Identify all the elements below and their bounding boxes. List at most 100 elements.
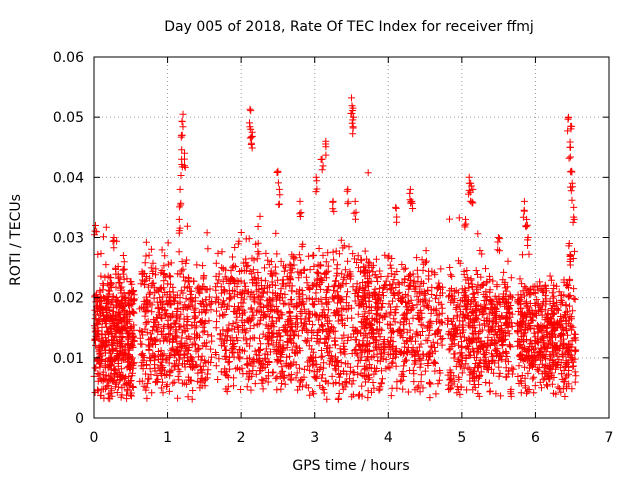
data-point xyxy=(127,342,135,350)
data-point xyxy=(170,351,178,359)
data-point xyxy=(313,276,321,284)
data-point xyxy=(249,266,257,274)
data-point xyxy=(354,310,362,318)
data-point xyxy=(240,279,248,287)
data-point xyxy=(236,353,244,361)
data-point xyxy=(181,155,188,163)
y-tick-label: 0 xyxy=(75,411,84,427)
data-point xyxy=(466,348,474,356)
data-point xyxy=(304,384,312,392)
data-point xyxy=(387,392,395,400)
data-point xyxy=(158,298,166,306)
data-point xyxy=(389,280,397,288)
data-point xyxy=(420,291,428,299)
data-point xyxy=(281,380,289,388)
data-point xyxy=(338,270,346,278)
data-point xyxy=(446,215,453,223)
data-point xyxy=(308,334,316,342)
data-point xyxy=(312,311,320,319)
data-point xyxy=(127,377,135,384)
data-point xyxy=(450,354,458,362)
data-point xyxy=(354,371,362,379)
data-point xyxy=(531,336,539,344)
data-point xyxy=(325,283,333,291)
data-point xyxy=(562,302,570,310)
data-point xyxy=(395,326,403,334)
data-point xyxy=(570,295,578,303)
data-point xyxy=(262,249,270,257)
data-point xyxy=(240,308,248,316)
data-point xyxy=(546,272,554,280)
data-point xyxy=(451,350,459,358)
data-point xyxy=(517,377,525,385)
data-point xyxy=(309,252,317,259)
data-point xyxy=(242,282,250,290)
data-point xyxy=(497,322,505,330)
data-point xyxy=(386,364,394,372)
data-point xyxy=(114,297,122,305)
data-point xyxy=(525,250,533,258)
data-point xyxy=(111,328,119,336)
data-point xyxy=(190,340,198,348)
data-point xyxy=(197,319,205,326)
data-point xyxy=(555,306,562,314)
data-point xyxy=(201,382,209,390)
data-point xyxy=(538,333,546,341)
data-point xyxy=(113,389,121,396)
data-point xyxy=(416,332,424,339)
data-point xyxy=(383,285,391,293)
data-point xyxy=(392,309,400,317)
data-point xyxy=(394,290,402,298)
data-point xyxy=(484,323,492,331)
data-point xyxy=(564,331,571,339)
data-point xyxy=(218,341,226,349)
data-point xyxy=(276,357,284,364)
data-point xyxy=(177,172,185,179)
data-point xyxy=(524,346,532,354)
data-point xyxy=(338,334,346,342)
data-point xyxy=(494,238,502,246)
data-point xyxy=(368,314,376,322)
data-point xyxy=(167,259,175,267)
data-point xyxy=(313,268,321,276)
data-point xyxy=(176,224,184,232)
data-point xyxy=(142,276,150,284)
data-point xyxy=(419,328,426,335)
data-point xyxy=(564,359,572,366)
data-point xyxy=(113,320,121,328)
data-point xyxy=(227,267,235,275)
data-point xyxy=(138,377,146,385)
data-point xyxy=(483,362,491,370)
data-point xyxy=(517,294,525,302)
data-point xyxy=(530,329,538,337)
data-point xyxy=(110,236,118,244)
data-point xyxy=(255,320,263,328)
data-point xyxy=(184,277,192,285)
data-point xyxy=(498,312,506,320)
data-point xyxy=(286,260,294,268)
data-point xyxy=(214,376,222,383)
data-point xyxy=(290,303,298,311)
data-point xyxy=(475,373,483,381)
data-point xyxy=(157,299,164,307)
data-point xyxy=(181,163,189,171)
data-point xyxy=(469,290,477,298)
data-point xyxy=(370,333,377,340)
data-point xyxy=(164,299,172,307)
data-point xyxy=(553,342,561,350)
data-point xyxy=(318,166,326,174)
data-point xyxy=(557,359,565,366)
data-point xyxy=(191,315,199,323)
data-point xyxy=(565,284,572,292)
data-point xyxy=(499,336,507,344)
data-point xyxy=(204,358,212,366)
data-point xyxy=(286,323,294,331)
data-point xyxy=(269,333,277,341)
data-point xyxy=(348,350,356,357)
data-point xyxy=(129,308,137,316)
data-point xyxy=(250,322,258,330)
data-point xyxy=(507,390,515,398)
data-point xyxy=(148,301,156,309)
data-point xyxy=(308,281,316,289)
data-point xyxy=(432,390,440,398)
